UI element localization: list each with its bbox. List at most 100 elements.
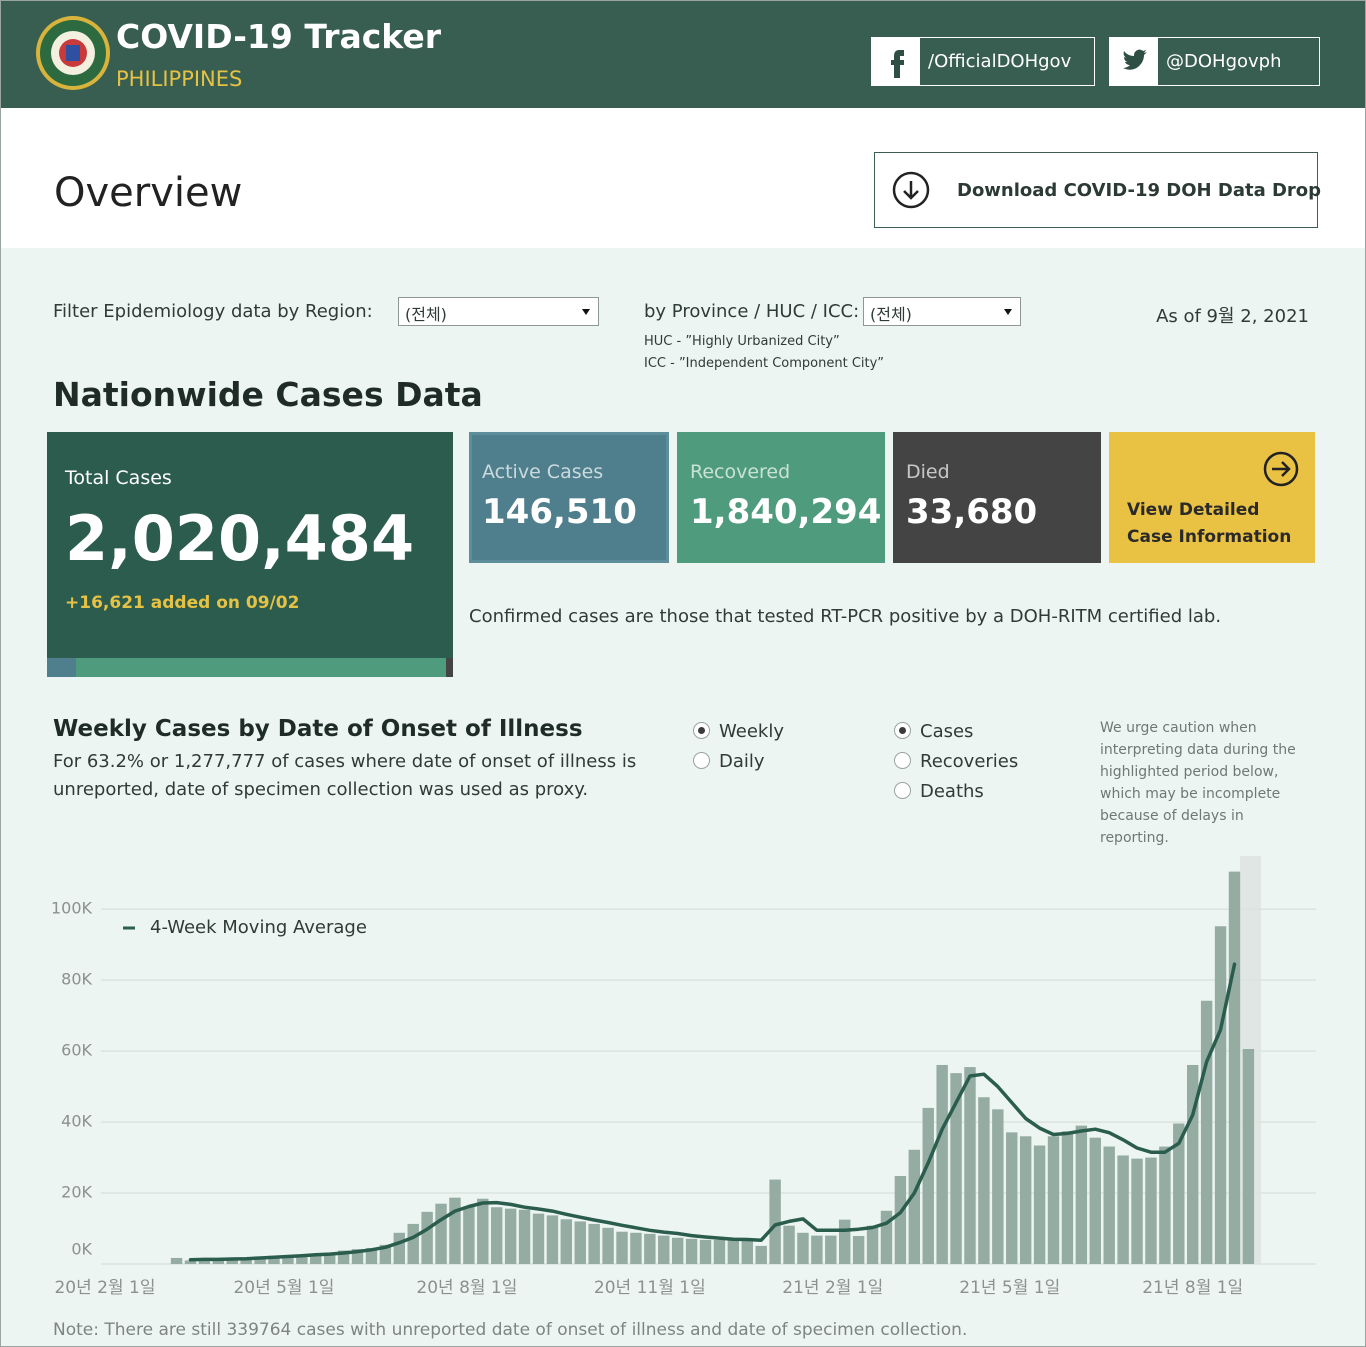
dropdown-arrow xyxy=(582,309,590,315)
radio-option[interactable]: Deaths xyxy=(894,781,1044,803)
site-subtitle: PHILIPPINES xyxy=(116,67,243,91)
radio-button[interactable] xyxy=(894,782,911,799)
bar xyxy=(532,1213,545,1264)
radio-button[interactable] xyxy=(693,752,710,769)
view-detail-card[interactable]: View Detailed Case Information xyxy=(1109,432,1315,563)
bar xyxy=(1075,1125,1088,1264)
y-tick-label: 40K xyxy=(61,1112,92,1131)
share-segment xyxy=(76,658,447,677)
province-dropdown[interactable]: (전체) xyxy=(863,297,1021,326)
bar xyxy=(1117,1155,1129,1264)
download-label: Download COVID-19 DOH Data Drop xyxy=(957,180,1322,201)
bar xyxy=(1061,1131,1074,1264)
region-dropdown[interactable]: (전체) xyxy=(398,297,599,326)
bar xyxy=(212,1259,225,1264)
bar xyxy=(421,1211,433,1264)
bar xyxy=(922,1107,934,1264)
total-label: Total Cases xyxy=(65,467,172,489)
bar xyxy=(964,1067,976,1264)
bar xyxy=(699,1239,712,1264)
share-segment xyxy=(47,658,77,677)
bar xyxy=(546,1215,559,1264)
y-tick-label: 20K xyxy=(61,1183,92,1202)
bar xyxy=(310,1253,322,1264)
twitter-link[interactable]: @DOHgovph xyxy=(1109,37,1320,86)
stat-label: Active Cases xyxy=(482,461,604,483)
radio-option[interactable]: Weekly xyxy=(693,721,843,743)
bar xyxy=(518,1209,531,1264)
bar xyxy=(658,1235,670,1264)
region-filter-label: Filter Epidemiology data by Region: xyxy=(53,301,373,322)
radio-option[interactable]: Cases xyxy=(894,721,1044,743)
bar xyxy=(1103,1146,1115,1264)
site-title: COVID-19 Tracker xyxy=(116,17,442,56)
dropdown-arrow xyxy=(1004,309,1012,315)
x-tick-label: 21년 8월 1일 xyxy=(1142,1278,1243,1298)
bar xyxy=(254,1256,266,1264)
y-tick-label: 80K xyxy=(61,970,92,989)
y-tick-label: 60K xyxy=(61,1041,92,1060)
caution-line: which may be incomplete xyxy=(1100,786,1281,802)
download-icon xyxy=(892,171,930,209)
y-tick-label: 0K xyxy=(71,1240,92,1259)
radio-label: Recoveries xyxy=(920,751,1019,772)
x-tick-label: 21년 5월 1일 xyxy=(959,1278,1060,1298)
footer-note: Note: There are still 339764 cases with … xyxy=(53,1320,968,1340)
bar xyxy=(644,1233,656,1264)
facebook-link[interactable]: /OfficialDOHgov xyxy=(871,37,1095,86)
stat-label: Recovered xyxy=(690,461,791,483)
bar xyxy=(240,1257,252,1264)
total-value: 2,020,484 xyxy=(65,502,415,575)
stat-card: Died 33,680 xyxy=(893,432,1101,563)
bar xyxy=(1131,1158,1143,1264)
twitter-handle: @DOHgovph xyxy=(1166,51,1282,72)
bar xyxy=(602,1227,614,1264)
bar xyxy=(1033,1145,1046,1264)
section-title: Nationwide Cases Data xyxy=(53,375,483,414)
bar xyxy=(685,1238,698,1264)
radio-button[interactable] xyxy=(693,722,710,739)
x-tick-label: 20년 5월 1일 xyxy=(233,1278,334,1298)
bar xyxy=(1019,1136,1032,1264)
radio-option[interactable]: Recoveries xyxy=(894,751,1044,773)
chart-title: Weekly Cases by Date of Onset of Illness xyxy=(53,716,583,742)
stat-value: 33,680 xyxy=(906,492,1038,532)
bar xyxy=(560,1219,573,1264)
radio-button[interactable] xyxy=(894,752,911,769)
x-tick-label: 20년 8월 1일 xyxy=(416,1278,517,1298)
bar xyxy=(337,1250,350,1264)
bar xyxy=(282,1255,294,1264)
bar xyxy=(226,1259,238,1264)
bar xyxy=(908,1149,921,1264)
overview-band: Overview Download COVID-19 DOH Data Drop xyxy=(1,108,1365,248)
bar xyxy=(936,1064,948,1264)
bar xyxy=(825,1235,837,1264)
bar xyxy=(950,1073,962,1264)
twitter-icon xyxy=(1110,38,1158,85)
chart-subtitle: unreported, date of specimen collection … xyxy=(53,779,589,800)
radio-label: Deaths xyxy=(920,781,984,802)
view-icon xyxy=(1263,451,1299,487)
bar xyxy=(1006,1132,1018,1264)
total-card: Total Cases 2,020,484 +16,621 added on 0… xyxy=(47,432,453,677)
bar xyxy=(769,1179,781,1264)
bar xyxy=(1228,871,1241,1264)
download-button[interactable]: Download COVID-19 DOH Data Drop xyxy=(874,152,1322,228)
view-detail-line: Case Information xyxy=(1127,527,1292,547)
y-tick-label: 100K xyxy=(51,899,93,918)
bar xyxy=(978,1097,990,1264)
share-segment xyxy=(446,658,453,677)
stat-card: Recovered 1,840,294 xyxy=(677,432,885,563)
confirmed-note: Confirmed cases are those that tested RT… xyxy=(469,606,1222,627)
radio-option[interactable]: Daily xyxy=(693,751,843,773)
bar xyxy=(379,1244,392,1264)
caution-line: interpreting data during the xyxy=(1100,742,1296,758)
bar xyxy=(296,1254,308,1264)
province-value: (전체) xyxy=(870,305,912,324)
radio-label: Cases xyxy=(920,721,974,742)
bar xyxy=(1173,1123,1185,1264)
bar xyxy=(477,1198,489,1264)
radio-button[interactable] xyxy=(894,722,911,739)
radio-label: Daily xyxy=(719,751,765,772)
bar xyxy=(797,1232,809,1264)
